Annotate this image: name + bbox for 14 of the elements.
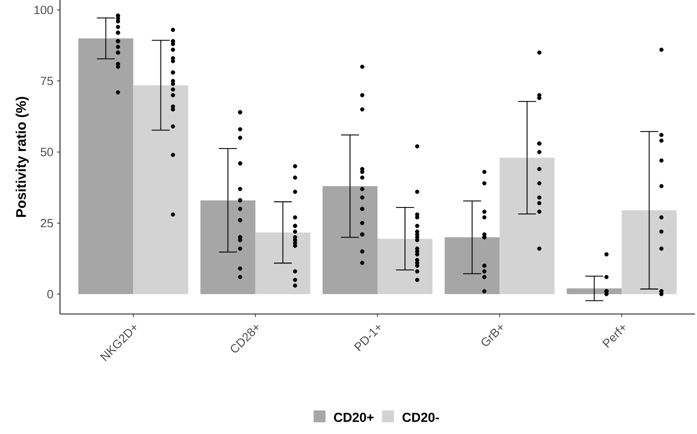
bar <box>322 186 378 294</box>
bar <box>255 232 310 294</box>
y-tick-label: 75 <box>40 76 53 86</box>
legend-label: CD20+ <box>334 412 374 422</box>
y-axis-title: Positivity ratio (%) <box>16 96 29 217</box>
legend-label: CD20- <box>402 412 439 422</box>
bar <box>566 288 622 294</box>
bar <box>78 38 134 294</box>
y-tick-label: 0 <box>47 290 54 298</box>
y-tick-label: 25 <box>40 218 53 228</box>
bar <box>133 85 188 294</box>
bar <box>500 158 555 294</box>
y-tick-label: 100 <box>34 6 54 14</box>
y-tick-label: 50 <box>40 148 54 156</box>
